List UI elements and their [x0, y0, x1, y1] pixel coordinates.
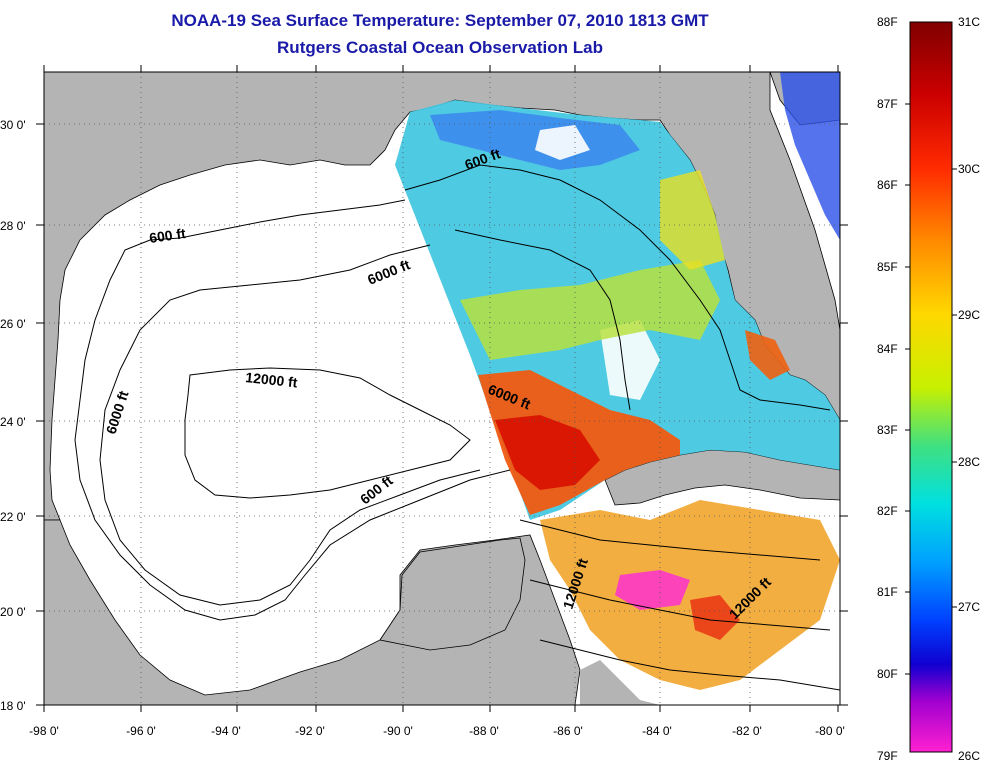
- colorbar-f-label: 88F: [877, 15, 898, 29]
- sst-warm-florida: [745, 330, 790, 380]
- map-frame: [43, 71, 841, 706]
- y-tick-label: 24 0': [0, 415, 26, 429]
- colorbar-f-label: 80F: [877, 667, 898, 681]
- map-subtitle: Rutgers Coastal Ocean Observation Lab: [277, 38, 603, 57]
- lat-lon-grid: [44, 72, 840, 705]
- sst-yellow-east: [660, 170, 725, 270]
- x-tick-label: -92 0': [295, 724, 325, 738]
- y-axis: 18 0' 20 0' 22 0' 24 0' 26 0' 28 0' 30 0…: [0, 118, 848, 713]
- land-yucatan: [379, 537, 526, 651]
- contour-600ft: [74, 199, 511, 621]
- x-tick-label: -96 0': [126, 724, 156, 738]
- y-tick-label: 28 0': [0, 219, 26, 233]
- colorbar-f-label: 84F: [877, 342, 898, 356]
- y-tick-label: 20 0': [0, 605, 26, 619]
- contour-label-12000ft: 12000 ft: [245, 369, 299, 390]
- sst-magenta-patch: [615, 570, 690, 610]
- contour-caribbean-3: [539, 639, 840, 691]
- colorbar-c-label: 27C: [958, 600, 980, 614]
- cloud-patch-2: [600, 320, 660, 400]
- colorbar-c-label: 31C: [958, 15, 980, 29]
- colorbar-f-label: 79F: [877, 749, 898, 763]
- sst-cool-north: [430, 110, 640, 170]
- land-central-america: [580, 660, 660, 705]
- y-tick-label: 22 0': [0, 510, 26, 524]
- colorbar-f-label: 86F: [877, 178, 898, 192]
- x-tick-label: -90 0': [383, 724, 413, 738]
- cloud-patch-1: [535, 125, 590, 160]
- x-tick-label: -86 0': [553, 724, 583, 738]
- contour-north-shelf: [404, 164, 831, 411]
- colorbar-f-label: 81F: [877, 585, 898, 599]
- colorbar-gradient: [909, 21, 953, 753]
- contour-12000ft: [184, 367, 471, 499]
- colorbar: 88F 87F 86F 85F 84F 83F 82F 81F 80F 79F …: [877, 15, 980, 763]
- contour-caribbean-1: [519, 519, 821, 561]
- contour-east: [454, 229, 631, 411]
- contour-label-600ft-west: 600 ft: [148, 225, 187, 246]
- colorbar-f-label: 87F: [877, 97, 898, 111]
- y-tick-label: 30 0': [0, 118, 26, 132]
- map-title: NOAA-19 Sea Surface Temperature: Septemb…: [171, 11, 709, 30]
- colorbar-c-label: 26C: [958, 749, 980, 763]
- x-tick-label: -98 0': [29, 724, 59, 738]
- x-axis: -98 0' -96 0' -94 0' -92 0' -90 0' -88 0…: [29, 65, 845, 738]
- colorbar-f-label: 83F: [877, 423, 898, 437]
- x-tick-label: -94 0': [211, 724, 241, 738]
- land-us-north: [44, 72, 840, 521]
- x-tick-label: -82 0': [732, 724, 762, 738]
- x-tick-label: -80 0': [815, 724, 845, 738]
- bathymetry-contours: [74, 164, 840, 691]
- colorbar-f-label: 85F: [877, 260, 898, 274]
- y-tick-label: 26 0': [0, 317, 26, 331]
- x-tick-label: -88 0': [469, 724, 499, 738]
- colorbar-c-label: 28C: [958, 455, 980, 469]
- contour-6000ft: [99, 244, 481, 606]
- colorbar-c-label: 30C: [958, 162, 980, 176]
- colorbar-c-label: 29C: [958, 308, 980, 322]
- sst-caribbean: [540, 500, 840, 690]
- x-tick-label: -84 0': [642, 724, 672, 738]
- sst-mid-band: [460, 260, 720, 360]
- contour-caribbean-2: [529, 579, 831, 631]
- colorbar-f-label: 82F: [877, 504, 898, 518]
- sst-cool-northeast: [780, 72, 840, 240]
- sst-hot-core: [495, 415, 600, 490]
- y-tick-label: 18 0': [0, 699, 26, 713]
- sst-red-caribbean: [690, 595, 740, 640]
